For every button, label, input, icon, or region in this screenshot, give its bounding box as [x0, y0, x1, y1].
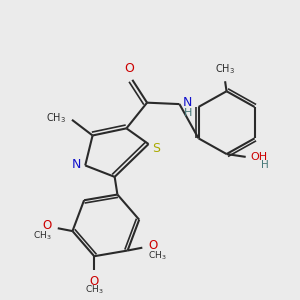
Text: CH$_3$: CH$_3$ — [85, 284, 104, 296]
Text: O: O — [148, 239, 158, 252]
Text: S: S — [152, 142, 160, 155]
Text: CH$_3$: CH$_3$ — [46, 112, 66, 125]
Text: O: O — [43, 219, 52, 232]
Text: O: O — [124, 62, 134, 75]
Text: H: H — [261, 160, 269, 170]
Text: CH$_3$: CH$_3$ — [33, 230, 52, 242]
Text: OH: OH — [250, 152, 267, 162]
Text: N: N — [72, 158, 81, 170]
Text: N: N — [182, 96, 192, 109]
Text: CH$_3$: CH$_3$ — [215, 62, 235, 76]
Text: H: H — [184, 108, 192, 118]
Text: CH$_3$: CH$_3$ — [148, 249, 167, 262]
Text: O: O — [90, 275, 99, 288]
